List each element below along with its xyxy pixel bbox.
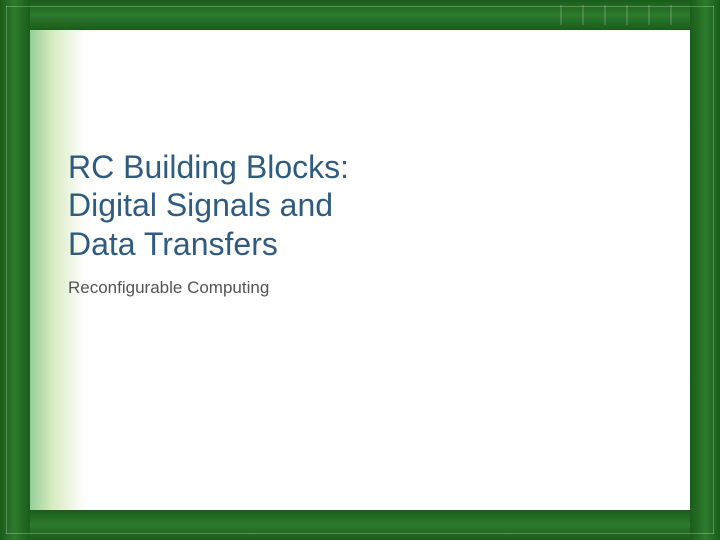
slide-subtitle: Reconfigurable Computing bbox=[68, 278, 269, 298]
border-bottom bbox=[0, 510, 720, 540]
slide-title: RC Building Blocks: Digital Signals and … bbox=[68, 148, 349, 263]
border-left bbox=[0, 0, 30, 540]
left-gradient-fade bbox=[30, 30, 85, 510]
border-top bbox=[0, 0, 720, 30]
border-right bbox=[690, 0, 720, 540]
slide-container: RC Building Blocks: Digital Signals and … bbox=[0, 0, 720, 540]
slide-content-area bbox=[30, 30, 690, 510]
